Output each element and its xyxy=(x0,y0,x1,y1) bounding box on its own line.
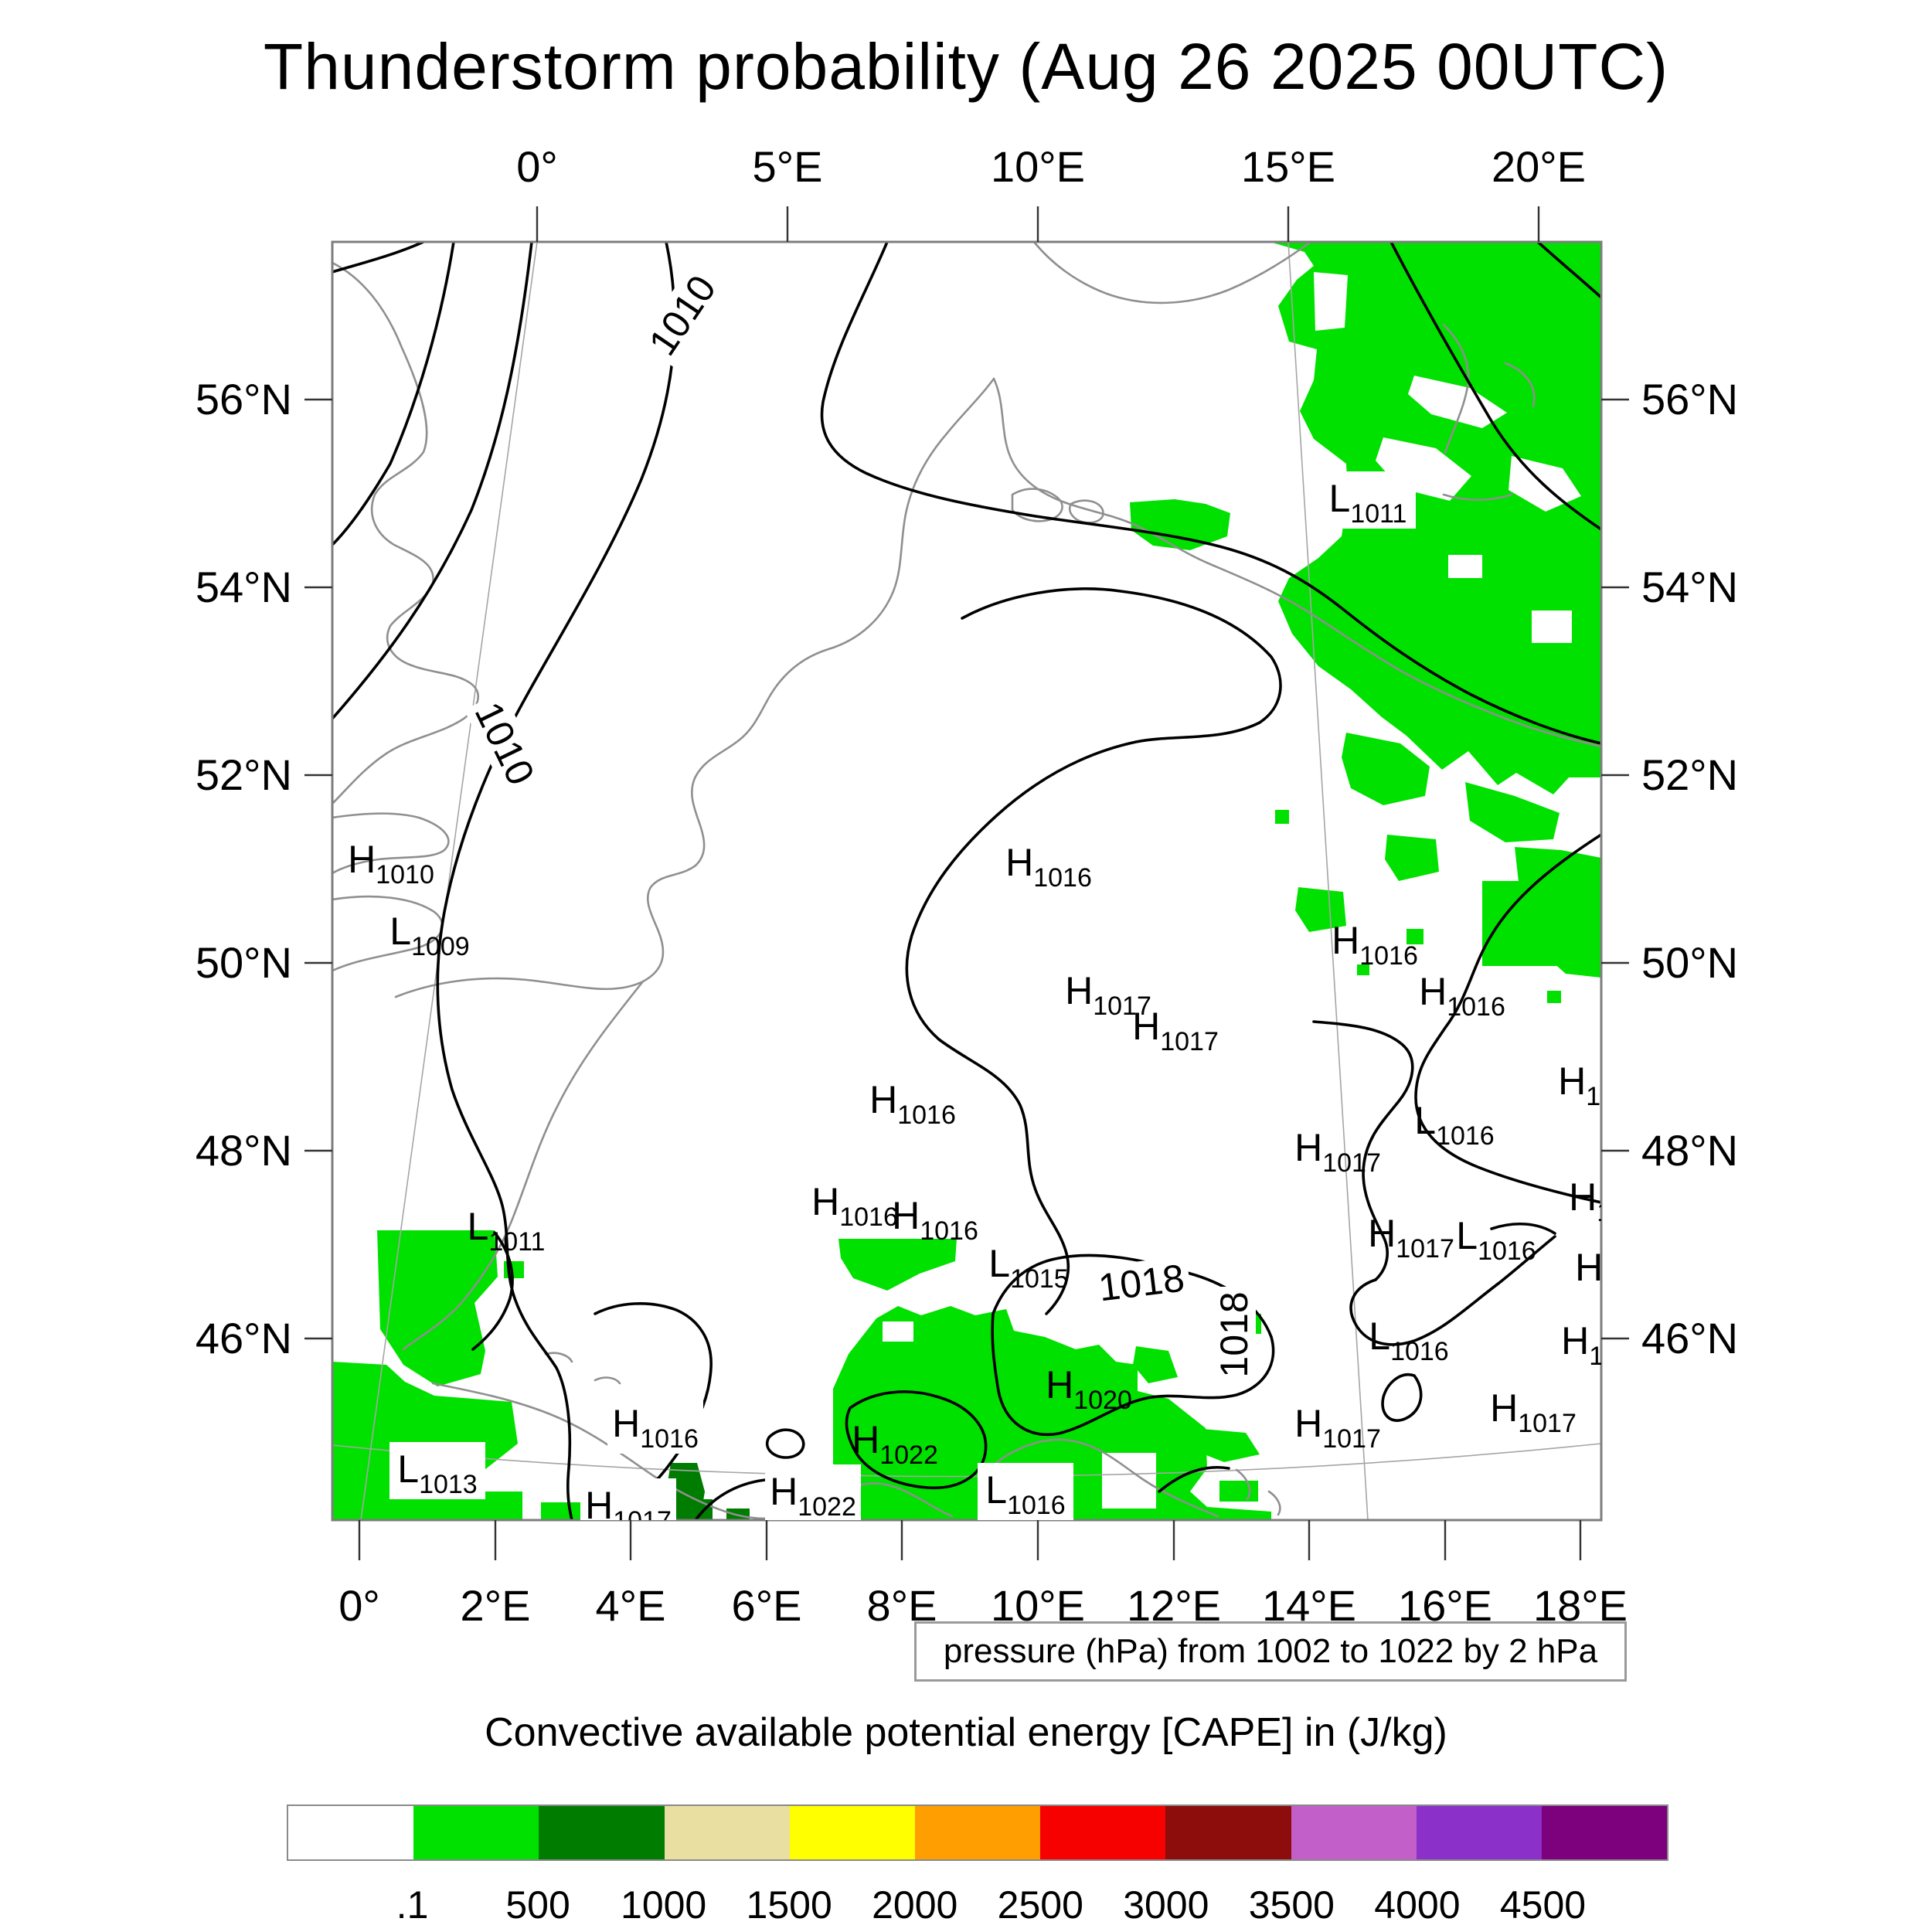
cape-colorbar-labels: .1 500 1000 1500 2000 2500 3000 3500 4000 4500 xyxy=(0,1869,1932,1927)
pressure-center-label-h1016: H1016 xyxy=(892,1194,978,1246)
cape-tick-label-2500: 2500 xyxy=(997,1883,1083,1927)
cape-colorbar xyxy=(287,1804,1668,1861)
lat-tick-label-left: 50°N xyxy=(196,938,292,987)
pressure-center-label-l1016: L1016 xyxy=(1456,1214,1536,1266)
pressure-center-label-l1011: L1011 xyxy=(1329,477,1407,529)
cape-tick-label-1500: 1500 xyxy=(746,1883,832,1927)
cape-color-cell-7 xyxy=(1165,1806,1291,1859)
pressure-center-label-l1015: L1015 xyxy=(988,1242,1068,1294)
pressure-contours xyxy=(332,242,1601,1520)
cape-tick-label-500: 500 xyxy=(505,1883,570,1927)
pressure-center-label-h1017: H1017 xyxy=(585,1484,672,1536)
cape-tick-label-1000: 1000 xyxy=(621,1883,707,1927)
pressure-center-label-h1017: H1017 xyxy=(1294,1402,1381,1454)
pressure-label-box xyxy=(765,1464,861,1520)
cape-shading-low xyxy=(332,242,1601,1520)
pressure-center-label-h1016: H1016 xyxy=(811,1180,898,1232)
pressure-center-label-h1016: H1016 xyxy=(612,1402,699,1454)
cape-color-cell-6 xyxy=(1040,1806,1166,1859)
pressure-center-label-h1016: H1016 xyxy=(1569,1175,1655,1227)
cape-tick-label-.1: .1 xyxy=(396,1883,429,1927)
legend-title: Convective available potential energy [C… xyxy=(485,1710,1447,1755)
graticule-lines xyxy=(332,242,1601,1520)
pressure-center-label-h1016: H1016 xyxy=(1005,841,1092,893)
lon-tick-label-bottom: 6°E xyxy=(732,1581,802,1630)
contour-value-label: 1018 xyxy=(1213,1287,1256,1383)
pressure-center-label-h1016: H1016 xyxy=(1419,970,1505,1022)
pressure-center-label-h1017: H1017 xyxy=(1065,969,1151,1021)
pressure-center-label-h1017: H1017 xyxy=(1132,1005,1219,1056)
lat-tick-label-left: 56°N xyxy=(196,375,292,423)
pressure-center-label-h1016: H1016 xyxy=(1575,1246,1662,1298)
svg-text:1018: 1018 xyxy=(1096,1256,1186,1309)
cape-color-cell-4 xyxy=(789,1806,915,1859)
pressure-center-label-l1013: L1013 xyxy=(397,1447,477,1499)
pressure-label-box xyxy=(580,1478,676,1520)
pressure-center-label-h1010: H1010 xyxy=(348,838,434,889)
pressure-label-box xyxy=(607,1396,703,1454)
lat-tick-label-left: 46°N xyxy=(196,1314,292,1362)
axis-ticks xyxy=(304,206,1629,1560)
cape-tick-label-4000: 4000 xyxy=(1374,1883,1461,1927)
lat-tick-label-right: 52°N xyxy=(1641,750,1738,799)
map-frame xyxy=(331,240,1603,1522)
lat-tick-label-right: 50°N xyxy=(1641,938,1738,987)
pressure-center-label-h1017: H1017 xyxy=(1294,1126,1381,1178)
lat-tick-label-right: 48°N xyxy=(1641,1126,1738,1175)
cape-tick-label-3000: 3000 xyxy=(1123,1883,1209,1927)
pressure-caption-text: pressure (hPa) from 1002 to 1022 by 2 hP… xyxy=(943,1632,1598,1670)
cape-color-cell-3 xyxy=(664,1806,790,1859)
lat-tick-label-left: 54°N xyxy=(196,563,292,611)
lon-tick-label-top: 15°E xyxy=(1241,142,1335,191)
pressure-center-label-h1017: H1017 xyxy=(1561,1319,1648,1371)
lon-tick-label-bottom: 4°E xyxy=(596,1581,666,1630)
pressure-center-label-l1009: L1009 xyxy=(389,910,469,961)
cape-color-cell-10 xyxy=(1541,1806,1668,1859)
pressure-center-label-h1020: H1020 xyxy=(1046,1363,1132,1415)
pressure-label-box xyxy=(978,1463,1073,1520)
pressure-center-label-l1011: L1011 xyxy=(468,1205,546,1257)
cape-color-cell-5 xyxy=(914,1806,1041,1859)
cape-tick-label-3500: 3500 xyxy=(1248,1883,1335,1927)
lon-tick-label-top: 10°E xyxy=(991,142,1085,191)
lon-tick-label-bottom: 2°E xyxy=(461,1581,531,1630)
lon-tick-label-top: 20°E xyxy=(1492,142,1586,191)
cape-tick-label-4500: 4500 xyxy=(1499,1883,1587,1927)
cape-holes xyxy=(883,272,1581,1509)
pressure-center-label-h1016: H1016 xyxy=(869,1078,956,1130)
pressure-center-label-h1022: H1022 xyxy=(852,1418,938,1470)
cape-color-cell-2 xyxy=(539,1806,665,1859)
lon-tick-label-top: 5°E xyxy=(753,142,823,191)
pressure-caption: pressure (hPa) from 1002 to 1022 by 2 hP… xyxy=(914,1621,1627,1682)
pressure-label-box xyxy=(1320,471,1416,529)
pressure-center-label-l1016: L1016 xyxy=(1414,1099,1494,1151)
lat-tick-label-left: 48°N xyxy=(196,1126,292,1175)
pressure-label-box xyxy=(389,1442,485,1499)
page-title: Thunderstorm probability (Aug 26 2025 00… xyxy=(263,30,1669,103)
contour-value-label: 1018 xyxy=(1091,1255,1192,1311)
pressure-center-label-h1016: H1016 xyxy=(1332,919,1418,971)
cape-color-cell-9 xyxy=(1416,1806,1542,1859)
cape-color-cell-1 xyxy=(413,1806,539,1859)
lat-tick-label-right: 54°N xyxy=(1641,563,1738,611)
cape-tick-label-2000: 2000 xyxy=(872,1883,958,1927)
svg-text:1018: 1018 xyxy=(1213,1291,1256,1377)
cape-color-cell-0 xyxy=(288,1806,414,1859)
lat-tick-label-left: 52°N xyxy=(196,750,292,799)
lat-tick-label-right: 56°N xyxy=(1641,375,1738,423)
pressure-center-label-h1022: H1022 xyxy=(770,1470,856,1522)
lon-tick-label-top: 0° xyxy=(516,142,558,191)
pressure-center-label-l1016: L1016 xyxy=(1369,1315,1448,1366)
lat-tick-label-right: 46°N xyxy=(1641,1314,1738,1362)
pressure-center-label-h1017: H1017 xyxy=(1490,1386,1577,1438)
pressure-center-label-h1017: H1017 xyxy=(1368,1212,1454,1264)
cape-color-cell-8 xyxy=(1291,1806,1417,1859)
lon-tick-label-bottom: 0° xyxy=(338,1581,380,1630)
pressure-center-label-h1017: H1017 xyxy=(1558,1060,1645,1111)
pressure-center-label-l1016: L1016 xyxy=(985,1468,1065,1520)
